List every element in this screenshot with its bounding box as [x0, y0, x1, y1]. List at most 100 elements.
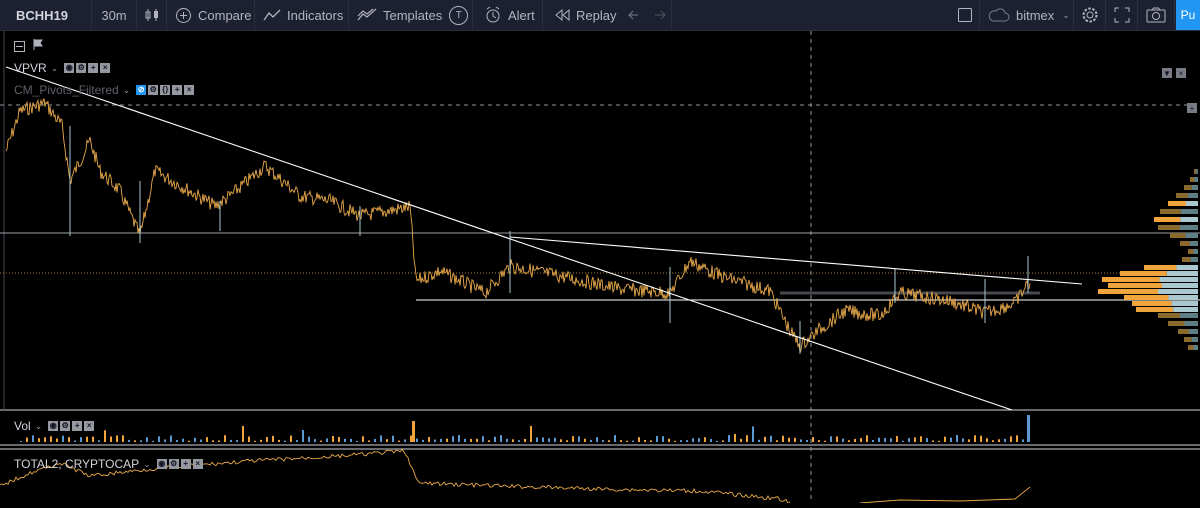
flag-icon[interactable] — [33, 39, 43, 53]
eye-icon[interactable]: ◉ — [156, 459, 167, 469]
chevron-down-icon[interactable]: ⌄ — [34, 420, 43, 431]
settings-button[interactable] — [1074, 0, 1106, 30]
symbol-label: BCHH19 — [16, 7, 69, 23]
pane-move-down-icon[interactable]: ▼ — [1162, 68, 1172, 78]
upper-trendline — [509, 236, 1083, 285]
volume-bar — [728, 435, 730, 442]
volume-bar — [746, 435, 748, 442]
compare-button[interactable]: Compare — [167, 0, 255, 30]
volume-bar — [866, 435, 868, 442]
volume-bar — [374, 439, 376, 442]
alert-button[interactable]: Alert — [473, 0, 543, 30]
volume-bar — [80, 437, 82, 442]
interval-button[interactable]: 30m — [92, 0, 137, 30]
volume-bar — [338, 436, 340, 442]
volume-profile-bar — [1168, 321, 1185, 326]
volume-bar — [704, 437, 706, 442]
volume-bar — [164, 439, 166, 442]
close-icon[interactable]: × — [192, 459, 203, 469]
total2-series — [0, 448, 791, 505]
add-icon[interactable]: + — [88, 63, 99, 73]
compare-label: Compare — [198, 7, 252, 23]
volume-profile-bar — [1136, 307, 1174, 312]
volume-bar — [386, 439, 388, 442]
hidden-eye-icon[interactable]: ⊘ — [136, 85, 147, 95]
close-icon[interactable]: × — [84, 421, 95, 431]
redo-button[interactable] — [646, 0, 672, 30]
chart-area[interactable]: VPVR ⌄ ◉ ⚙ + × CM_Pivots_Filtered ⌄ ⊘ ⚙ … — [0, 31, 1200, 505]
volume-bar — [932, 440, 934, 442]
volume-bar — [230, 439, 232, 442]
symbol-search[interactable]: BCHH19 — [0, 0, 92, 30]
price-series — [5, 98, 1031, 354]
close-icon[interactable]: × — [100, 63, 111, 73]
volume-bar — [110, 436, 112, 442]
volume-bar — [1022, 439, 1024, 442]
volume-bar — [182, 438, 184, 442]
gear-icon[interactable]: ⚙ — [168, 459, 179, 469]
volume-bar — [710, 438, 712, 442]
fullscreen-button[interactable] — [1106, 0, 1138, 30]
publish-button[interactable]: Pu — [1176, 0, 1200, 30]
volume-bar — [392, 435, 394, 442]
volume-bar — [548, 438, 550, 442]
volume-bar — [326, 438, 328, 442]
add-icon[interactable]: + — [180, 459, 191, 469]
replay-icon — [554, 9, 570, 21]
volume-bar — [698, 438, 700, 442]
legend-total2[interactable]: TOTAL2, CRYPTOCAP ⌄ ◉ ⚙ + × — [14, 457, 205, 471]
chevron-down-icon[interactable]: ⌄ — [122, 84, 131, 95]
chart-style-button[interactable] — [137, 0, 167, 30]
layout-button[interactable] — [950, 0, 980, 30]
legend-cm-pivots[interactable]: CM_Pivots_Filtered ⌄ ⊘ ⚙ {} + × — [14, 83, 196, 97]
volume-profile-bar — [1191, 337, 1198, 342]
volume-profile-bar — [1171, 301, 1198, 306]
price-chart-canvas[interactable] — [0, 31, 1200, 505]
volume-bar — [302, 429, 304, 442]
volume-bar — [680, 440, 682, 442]
volume-bar — [254, 440, 256, 442]
cloud-save-button[interactable]: bitmex ⌄ — [980, 0, 1074, 30]
volume-bar — [86, 436, 88, 442]
legend-vol[interactable]: Vol ⌄ ◉ ⚙ + × — [14, 419, 96, 433]
gear-icon[interactable]: ⚙ — [76, 63, 87, 73]
volume-bar — [890, 438, 892, 442]
volume-profile-bar — [1184, 321, 1198, 326]
pane-close-icon[interactable]: × — [1176, 68, 1186, 78]
volume-bar — [380, 435, 382, 442]
volume-bar — [260, 439, 262, 442]
volume-bar — [542, 437, 544, 442]
replay-button[interactable]: Replay — [543, 0, 621, 30]
crosshair-add-icon[interactable]: + — [1187, 103, 1197, 113]
close-icon[interactable]: × — [184, 85, 195, 95]
source-code-icon[interactable]: {} — [160, 85, 171, 95]
volume-bar — [644, 439, 646, 442]
legend-vpvr[interactable]: VPVR ⌄ ◉ ⚙ + × — [14, 61, 112, 75]
volume-profile-bar — [1166, 271, 1198, 276]
gear-icon[interactable]: ⚙ — [60, 421, 71, 431]
collapse-icon[interactable] — [14, 40, 25, 52]
gear-icon[interactable]: ⚙ — [148, 85, 159, 95]
redo-icon — [652, 9, 666, 21]
volume-profile-bar — [1170, 233, 1186, 238]
chevron-down-icon[interactable]: ⌄ — [50, 62, 59, 73]
volume-bar — [692, 438, 694, 442]
volume-bar — [410, 435, 412, 442]
add-icon[interactable]: + — [72, 421, 83, 431]
chevron-down-icon[interactable]: ⌄ — [143, 458, 151, 469]
volume-bar — [536, 437, 538, 442]
top-toolbar: BCHH19 30m Compare Indicators Templates … — [0, 0, 1200, 31]
eye-icon[interactable]: ◉ — [48, 421, 59, 431]
volume-bar — [134, 440, 136, 442]
volume-profile-bar — [1194, 177, 1198, 182]
snapshot-button[interactable] — [1138, 0, 1175, 30]
indicators-button[interactable]: Indicators — [255, 0, 349, 30]
volume-profile-bar — [1158, 313, 1180, 318]
eye-icon[interactable]: ◉ — [64, 63, 75, 73]
add-icon[interactable]: + — [172, 85, 183, 95]
undo-button[interactable] — [624, 0, 646, 30]
volume-bar — [488, 440, 490, 442]
templates-button[interactable]: Templates T — [349, 0, 473, 30]
volume-bar — [794, 437, 796, 442]
volume-bar — [446, 438, 448, 442]
